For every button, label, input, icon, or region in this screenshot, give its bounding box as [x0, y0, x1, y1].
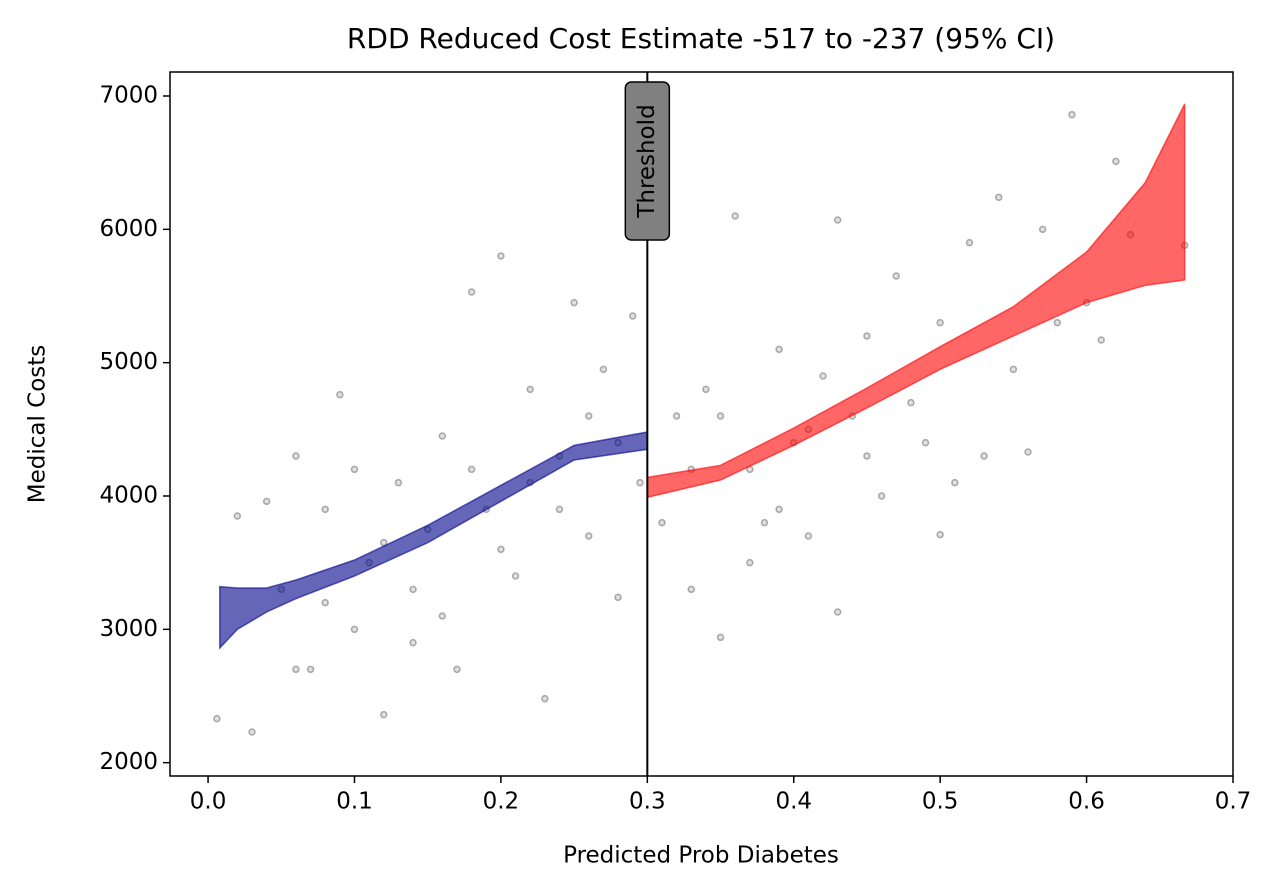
threshold-label: Threshold — [634, 104, 660, 218]
plot-frame — [169, 71, 1234, 777]
y-tick-label: 2000 — [99, 749, 158, 775]
scatter-point — [321, 505, 329, 514]
scatter-point — [628, 312, 637, 320]
scatter-point — [1053, 318, 1062, 327]
scatter-point — [292, 452, 300, 460]
scatter-point — [380, 710, 388, 719]
x-tick-label: 0.3 — [629, 789, 666, 815]
scatter-point — [614, 593, 622, 602]
y-tick-label: 6000 — [99, 216, 158, 242]
scatter-point — [833, 216, 842, 224]
scatter-point — [438, 612, 447, 620]
x-tick-label: 0.2 — [483, 789, 520, 815]
x-tick-label: 0.7 — [1215, 789, 1252, 815]
scatter-point — [599, 365, 608, 374]
x-tick-label: 0.6 — [1068, 789, 1105, 815]
scatter-point — [555, 505, 564, 514]
scatter-point — [1024, 448, 1032, 456]
scatter-point — [1009, 365, 1018, 374]
x-tick-label: 0.1 — [336, 789, 373, 815]
scatter-point — [585, 532, 593, 540]
scatter-point — [467, 288, 476, 296]
scatter-point — [248, 728, 256, 736]
scatter-point — [702, 385, 710, 394]
scatter-point — [760, 518, 769, 527]
scatter-point — [716, 412, 725, 420]
x-tick-label: 0.5 — [922, 789, 959, 815]
scatter-point — [980, 452, 988, 460]
scatter-point — [1038, 225, 1047, 234]
scatter-point — [687, 585, 696, 594]
scatter-point — [1112, 157, 1120, 166]
y-tick-label: 7000 — [99, 83, 158, 109]
scatter-point — [233, 512, 242, 520]
x-tick-label: 0.0 — [190, 789, 227, 815]
scatter-point — [863, 332, 871, 340]
scatter-point — [409, 585, 417, 594]
threshold-box — [624, 81, 671, 241]
scatter-point — [306, 665, 315, 674]
scatter-point — [497, 545, 505, 554]
scatter-point — [438, 432, 447, 440]
scatter-point — [746, 558, 754, 567]
y-tick-label: 4000 — [99, 483, 158, 509]
scatter-point — [467, 465, 476, 474]
scatter-point — [570, 298, 578, 307]
scatter-point — [965, 238, 974, 247]
x-axis-label: Predicted Prob Diabetes — [563, 843, 839, 869]
scatter-point — [877, 492, 886, 500]
scatter-point — [775, 505, 783, 514]
scatter-point — [636, 478, 644, 487]
scatter-point — [394, 478, 403, 487]
scatter-point — [863, 452, 871, 460]
scatter-point — [350, 625, 359, 634]
scatter-point — [936, 318, 944, 327]
x-tick-label: 0.4 — [775, 789, 812, 815]
scatter-point — [1097, 336, 1105, 344]
scatter-point — [336, 390, 344, 399]
scatter-point — [262, 497, 271, 506]
y-tick-label: 5000 — [99, 349, 158, 375]
scatter-point — [921, 438, 930, 447]
scatter-point — [951, 478, 959, 487]
scatter-point — [526, 385, 534, 394]
scatter-point — [541, 694, 549, 703]
y-tick-label: 3000 — [99, 616, 158, 642]
scatter-point — [453, 665, 461, 674]
y-axis-label: Medical Costs — [25, 345, 51, 504]
scatter-point — [321, 598, 329, 607]
scatter-point — [350, 465, 359, 474]
scatter-point — [1068, 110, 1076, 119]
scatter-point — [804, 532, 813, 540]
scatter-point — [672, 412, 681, 420]
scatter-point — [994, 193, 1003, 202]
scatter-point — [907, 398, 915, 407]
scatter-point — [936, 530, 944, 539]
scatter-point — [775, 345, 783, 354]
scatter-point — [833, 608, 842, 616]
scatter-point — [731, 212, 739, 220]
scatter-point — [292, 665, 300, 674]
scatter-point — [213, 714, 221, 723]
scatter-point — [585, 412, 593, 420]
scatter-point — [511, 572, 520, 580]
chart-title: RDD Reduced Cost Estimate -517 to -237 (… — [347, 22, 1055, 55]
scatter-point — [497, 252, 505, 260]
scatter-point — [819, 372, 827, 380]
ci-band — [219, 431, 649, 650]
scatter-point — [892, 272, 900, 280]
scatter-point — [658, 518, 666, 527]
ci-band — [646, 103, 1186, 499]
scatter-point — [409, 638, 417, 647]
scatter-point — [716, 633, 725, 642]
